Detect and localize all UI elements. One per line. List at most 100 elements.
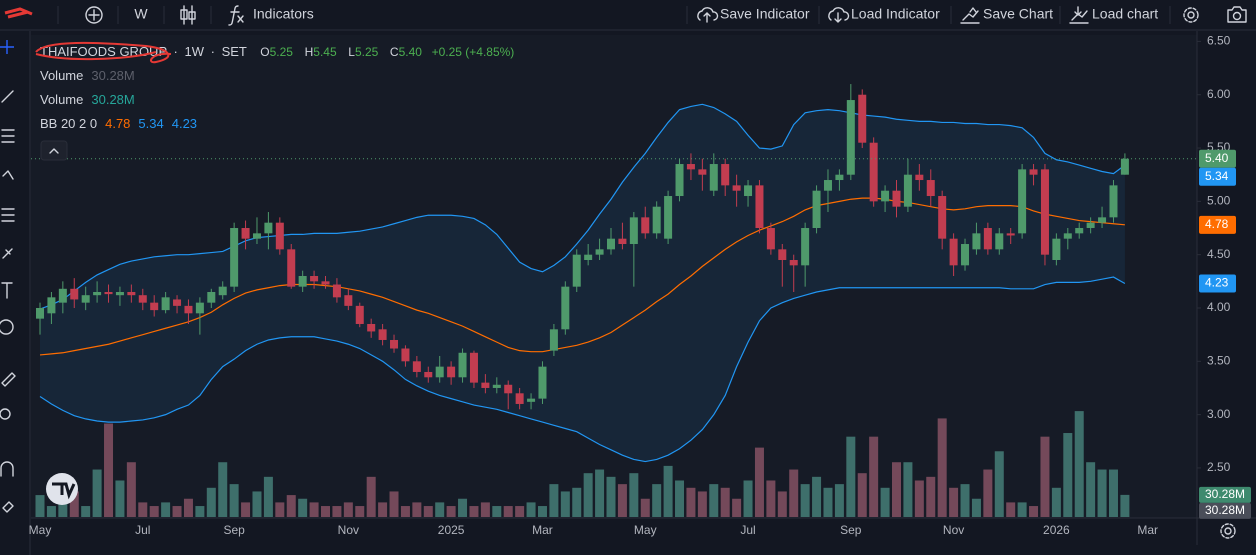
volume-bar [834, 484, 844, 517]
candle-body [218, 286, 227, 296]
fib-tool[interactable] [1, 129, 15, 143]
candle-body [961, 244, 970, 266]
high-key: H [305, 45, 314, 59]
volume-bar [92, 469, 102, 517]
price-tag [1199, 167, 1236, 186]
volume-bar [675, 480, 685, 517]
volume-bar [515, 506, 525, 517]
crosshair-tool[interactable] [0, 40, 14, 54]
candle-body [424, 371, 433, 378]
candle-body [903, 174, 912, 207]
price-tag [1199, 149, 1236, 168]
candle-body [744, 185, 753, 197]
save-indicator-button[interactable]: Save Indicator [697, 6, 810, 23]
candle-body [812, 190, 821, 229]
candle-body [686, 164, 695, 170]
volume-bar [754, 447, 764, 517]
candle-body [823, 180, 832, 191]
band-fill [40, 104, 1125, 462]
emoji-tool[interactable] [0, 319, 14, 335]
candle-body [629, 217, 638, 245]
price-tag-label: 4.23 [1205, 276, 1229, 290]
add-symbol-button[interactable] [85, 6, 103, 24]
price-tag-label: 5.40 [1205, 151, 1229, 165]
volume-bar [206, 487, 216, 517]
interval-button[interactable]: W [134, 6, 148, 22]
volume-bar [1029, 506, 1039, 517]
candle-body [230, 228, 239, 287]
magnet-tool[interactable] [0, 461, 14, 477]
candle-body [892, 190, 901, 207]
brush-tool[interactable] [2, 248, 13, 259]
candle-body [938, 196, 947, 239]
lock-tool[interactable] [2, 501, 14, 513]
candle-body [538, 366, 547, 399]
save-chart-button[interactable]: Save Chart [960, 6, 1053, 24]
settings-button[interactable] [1183, 7, 1199, 23]
indicators-label: Indicators [253, 6, 314, 22]
candle-body [81, 295, 90, 303]
load-indicator-button[interactable]: Load Indicator [828, 6, 940, 23]
candle-body [1075, 228, 1084, 234]
candle-body [515, 393, 524, 404]
pattern-tool[interactable] [2, 170, 14, 180]
icon [49, 148, 59, 154]
volume-bar [869, 436, 879, 517]
zoom-tool[interactable] [0, 408, 11, 420]
candle-body [161, 297, 170, 311]
change-value: +0.25 (+4.85%) [432, 45, 515, 59]
candle-body [858, 94, 867, 143]
trendline-tool[interactable] [1, 90, 14, 103]
icon [228, 5, 244, 26]
tv-badge[interactable] [46, 473, 78, 505]
volume-bar [629, 473, 639, 517]
measure-tool[interactable] [1, 372, 16, 387]
volume-bar [389, 491, 399, 517]
open-value: 5.25 [270, 45, 294, 59]
candle-body [1040, 169, 1049, 255]
legend-volume[interactable]: Volume 30.28M [40, 92, 135, 107]
text-tool[interactable] [1, 282, 13, 299]
candle-body [401, 348, 410, 362]
volume-bar [971, 498, 981, 517]
collapse-legend-button[interactable] [40, 140, 68, 161]
indicators-button[interactable]: Indicators [228, 5, 314, 26]
legend-volume-hidden[interactable]: Volume 30.28M [40, 68, 135, 83]
volume-bar [732, 498, 742, 517]
volume-bar [583, 473, 593, 517]
bb-upper: 5.34 [138, 116, 163, 131]
volume-bar [857, 473, 867, 517]
y-tick-label: 3.00 [1207, 407, 1231, 421]
volume-tag-label: 30.28M [1205, 487, 1245, 501]
volume-bar [789, 469, 799, 517]
legend: THAIFOODS GROUP · 1W · SET O5.25 H5.45 L… [35, 41, 515, 161]
volume-bar [983, 469, 993, 517]
volume-bar [58, 502, 68, 517]
time-axis-settings[interactable] [1220, 523, 1236, 539]
volume-bar [892, 462, 901, 517]
volume-bar [400, 506, 410, 517]
volume-bar [617, 484, 627, 517]
candle-body [184, 305, 193, 314]
candle-body [983, 228, 992, 250]
volume-bar [595, 469, 605, 517]
open-key: O [260, 45, 269, 59]
x-tick-label: Jul [135, 523, 150, 537]
projection-tool[interactable] [1, 208, 15, 222]
candle-body [344, 295, 353, 306]
volume-bar [126, 462, 136, 517]
chart-type-button[interactable] [180, 5, 196, 25]
candle-body [58, 288, 67, 303]
legend-bb[interactable]: BB 20 2 0 4.78 5.34 4.23 [40, 116, 197, 131]
volume-bar [343, 502, 353, 517]
candle-body [332, 284, 341, 298]
candle-body [481, 382, 490, 388]
screenshot-button[interactable] [1227, 6, 1247, 23]
candle-body [447, 366, 456, 378]
volume-bar [720, 487, 730, 517]
volume-tag [1199, 502, 1251, 519]
left-toolbar [0, 31, 31, 555]
load-chart-button[interactable]: Load chart [1069, 6, 1158, 24]
candle-body [275, 222, 284, 250]
logo[interactable] [4, 7, 33, 19]
